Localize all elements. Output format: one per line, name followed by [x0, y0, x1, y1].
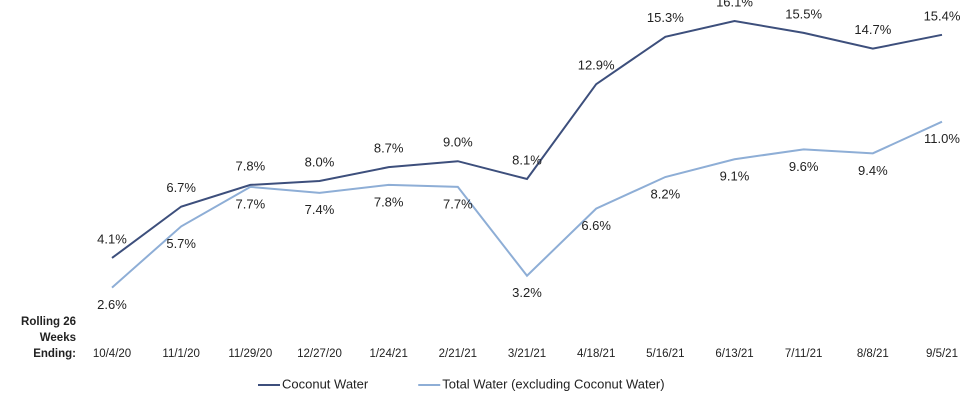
data-label: 3.2% — [512, 285, 542, 300]
data-label: 4.1% — [97, 231, 127, 246]
data-label: 9.0% — [443, 135, 473, 150]
data-label: 16.1% — [716, 0, 753, 9]
x-tick-label: 9/5/21 — [926, 348, 958, 360]
data-label: 9.4% — [858, 163, 888, 178]
x-axis-label: Ending: — [33, 348, 76, 360]
data-label: 7.7% — [443, 196, 473, 211]
data-label: 2.6% — [97, 297, 127, 312]
x-tick-label: 2/21/21 — [439, 348, 477, 360]
series-line — [111, 19, 943, 259]
x-tick-label: 3/21/21 — [508, 348, 546, 360]
data-label: 15.5% — [785, 6, 822, 21]
data-label: 12.9% — [578, 58, 615, 73]
data-label: 15.3% — [647, 10, 684, 25]
legend-label: Total Water (excluding Coconut Water) — [442, 376, 664, 391]
x-tick-label: 6/13/21 — [715, 348, 753, 360]
x-tick-label: 7/11/21 — [785, 348, 823, 360]
x-tick-label: 5/16/21 — [646, 348, 684, 360]
data-label: 7.8% — [236, 158, 266, 173]
data-label: 9.6% — [789, 159, 819, 174]
x-tick-label: 1/24/21 — [369, 348, 407, 360]
x-axis-label: Rolling 26 — [21, 316, 76, 328]
data-label: 7.7% — [236, 196, 266, 211]
x-tick-label: 10/4/20 — [93, 348, 131, 360]
data-label: 6.7% — [166, 180, 196, 195]
data-label: 8.0% — [305, 154, 335, 169]
data-label: 8.2% — [651, 186, 681, 201]
data-label: 8.1% — [512, 152, 542, 167]
series-line — [111, 120, 943, 289]
data-label: 9.1% — [720, 169, 750, 184]
data-label: 11.0% — [924, 131, 960, 146]
data-label: 8.7% — [374, 141, 404, 156]
x-tick-label: 11/1/20 — [162, 348, 200, 360]
data-label: 7.8% — [374, 194, 404, 209]
x-tick-label: 11/29/20 — [228, 348, 272, 360]
x-axis-label: Weeks — [40, 332, 76, 344]
data-label: 7.4% — [305, 202, 335, 217]
x-tick-label: 12/27/20 — [297, 348, 342, 360]
data-label: 6.6% — [581, 218, 611, 233]
data-label: 5.7% — [166, 236, 196, 251]
x-tick-label: 8/8/21 — [857, 348, 889, 360]
data-label: 14.7% — [854, 22, 891, 37]
x-tick-label: 4/18/21 — [577, 348, 615, 360]
legend-label: Coconut Water — [282, 376, 369, 391]
data-label: 15.4% — [924, 8, 961, 23]
